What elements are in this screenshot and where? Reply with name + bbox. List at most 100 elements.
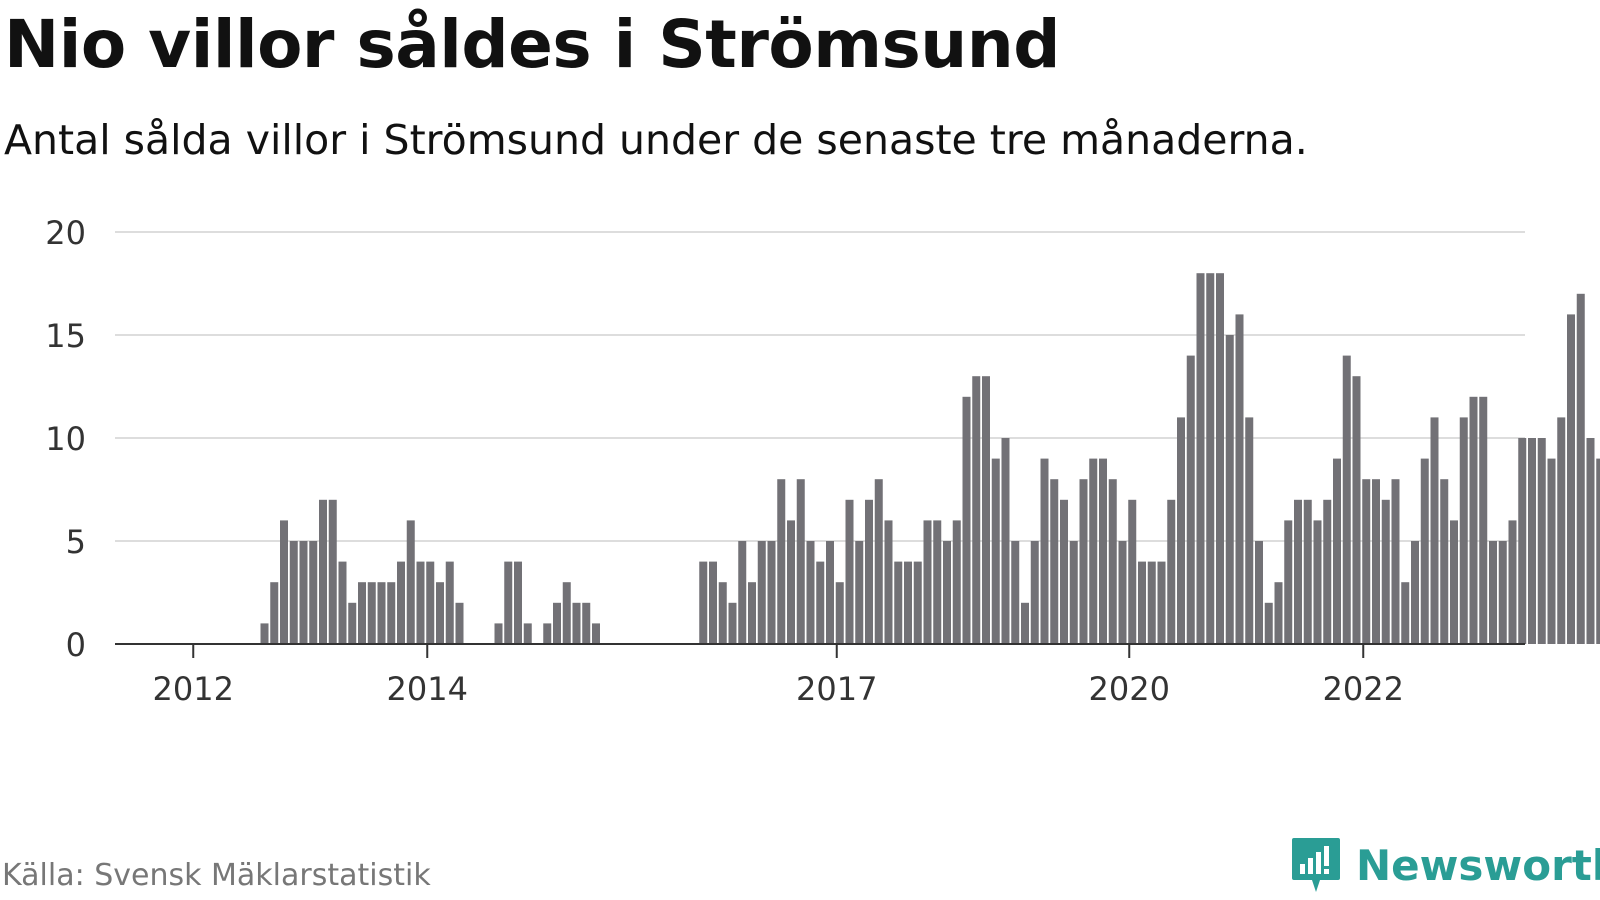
bar bbox=[1079, 479, 1088, 644]
bar bbox=[1440, 479, 1449, 644]
bar bbox=[1401, 582, 1410, 644]
bar bbox=[1216, 273, 1224, 644]
bar bbox=[280, 520, 288, 644]
bar bbox=[1186, 355, 1195, 644]
bar bbox=[1518, 438, 1527, 644]
bar bbox=[738, 541, 747, 644]
bar bbox=[923, 520, 932, 644]
bar bbox=[816, 561, 825, 644]
bar bbox=[952, 520, 961, 644]
bar bbox=[728, 602, 737, 644]
bar bbox=[1596, 458, 1600, 644]
bar bbox=[777, 479, 786, 644]
bar bbox=[1196, 273, 1205, 644]
bar bbox=[1498, 541, 1507, 644]
bar bbox=[1177, 417, 1185, 644]
brand-name: Newsworthy bbox=[1356, 840, 1600, 890]
bar bbox=[982, 376, 990, 644]
bar bbox=[709, 561, 717, 644]
bar bbox=[1450, 520, 1458, 644]
bar bbox=[328, 499, 337, 644]
bar bbox=[1586, 438, 1595, 644]
chart-title: Nio villor såldes i Strömsund bbox=[4, 6, 1061, 83]
bar bbox=[1245, 417, 1254, 644]
bar bbox=[338, 561, 347, 644]
bar bbox=[504, 561, 513, 644]
bar bbox=[1021, 602, 1029, 644]
bar bbox=[523, 623, 532, 644]
bar bbox=[1225, 335, 1234, 644]
bar bbox=[1060, 499, 1068, 644]
bar bbox=[855, 541, 864, 644]
bar bbox=[1576, 293, 1585, 644]
y-tick-label: 20 bbox=[45, 214, 86, 252]
bar bbox=[894, 561, 903, 644]
newsworthy-bar-chart-icon bbox=[1292, 838, 1340, 892]
bar bbox=[1040, 458, 1049, 644]
bar bbox=[826, 541, 834, 644]
x-tick-label: 2020 bbox=[1089, 670, 1170, 708]
bar bbox=[1381, 499, 1390, 644]
gridlines bbox=[115, 231, 1525, 542]
bar bbox=[455, 602, 464, 644]
bar bbox=[445, 561, 454, 644]
bar bbox=[416, 561, 425, 644]
bar bbox=[718, 582, 727, 644]
y-tick-label: 10 bbox=[45, 420, 86, 458]
bar bbox=[806, 541, 815, 644]
bar bbox=[1323, 499, 1332, 644]
bar bbox=[767, 541, 776, 644]
bar bbox=[1108, 479, 1117, 644]
bar bbox=[962, 396, 971, 644]
bar bbox=[699, 561, 708, 644]
x-tick-label: 2014 bbox=[387, 670, 468, 708]
bar bbox=[1284, 520, 1293, 644]
bar bbox=[1303, 499, 1312, 644]
bar bbox=[1420, 458, 1429, 644]
bar bbox=[1011, 541, 1020, 644]
bar bbox=[553, 602, 561, 644]
bar bbox=[299, 541, 308, 644]
bar bbox=[348, 602, 357, 644]
y-tick-label: 0 bbox=[66, 626, 86, 664]
bar bbox=[1567, 314, 1575, 644]
bar bbox=[289, 541, 298, 644]
bar bbox=[387, 582, 396, 644]
bar bbox=[1264, 602, 1273, 644]
bar bbox=[494, 623, 503, 644]
bar bbox=[1235, 314, 1244, 644]
bar bbox=[943, 541, 951, 644]
bar bbox=[1089, 458, 1098, 644]
chart-subtitle: Antal sålda villor i Strömsund under de … bbox=[4, 116, 1308, 164]
bar bbox=[1099, 458, 1107, 644]
bar bbox=[406, 520, 415, 644]
brand: Newsworthy bbox=[1290, 836, 1600, 894]
bar bbox=[1557, 417, 1566, 644]
bar bbox=[572, 602, 581, 644]
bar bbox=[260, 623, 269, 644]
bar bbox=[1469, 396, 1478, 644]
bar bbox=[1069, 541, 1078, 644]
bar bbox=[426, 561, 435, 644]
bar bbox=[1206, 273, 1215, 644]
bar bbox=[1479, 396, 1488, 644]
source-note: Källa: Svensk Mäklarstatistik bbox=[2, 858, 431, 893]
bar bbox=[1157, 561, 1166, 644]
bar bbox=[1128, 499, 1137, 644]
bar bbox=[1030, 541, 1039, 644]
bar bbox=[1050, 479, 1059, 644]
bar bbox=[309, 541, 318, 644]
bar bbox=[592, 623, 600, 644]
highlight-label: 9 bbox=[1599, 0, 1600, 8]
bar bbox=[1362, 479, 1371, 644]
bar bbox=[796, 479, 805, 644]
bars bbox=[260, 273, 1600, 644]
bar bbox=[358, 582, 366, 644]
bar bbox=[543, 623, 552, 644]
bar bbox=[1411, 541, 1419, 644]
bar bbox=[933, 520, 942, 644]
bar bbox=[319, 499, 327, 644]
bar bbox=[1138, 561, 1146, 644]
bar bbox=[436, 582, 444, 644]
bar bbox=[972, 376, 981, 644]
